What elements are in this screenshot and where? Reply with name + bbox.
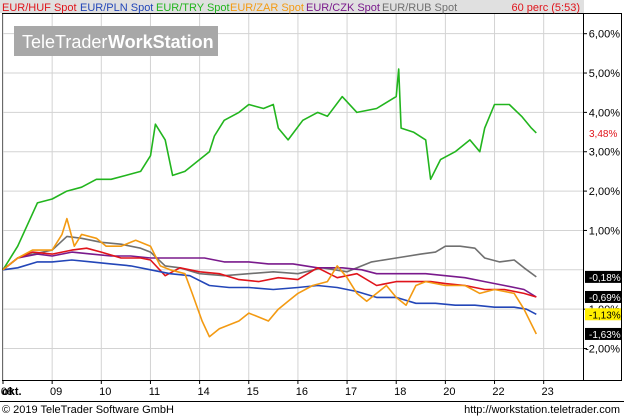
footer-url: http://workstation.teletrader.com bbox=[464, 404, 620, 416]
legend: EUR/HUF Spot EUR/PLN Spot EUR/TRY Spot EUR/… bbox=[2, 2, 457, 14]
series-line-eur-rub-spot bbox=[2, 235, 537, 278]
legend-bar bbox=[0, 0, 584, 13]
y-tick-label: 3,00% bbox=[589, 147, 620, 159]
x-tick-label: 14 bbox=[197, 386, 209, 398]
x-tick-label: 08 bbox=[1, 386, 13, 398]
watermark: TeleTrader WorkStation bbox=[14, 26, 218, 56]
x-tick-label: 23 bbox=[542, 386, 554, 398]
series-line-eur-huf-spot bbox=[2, 247, 537, 298]
legend-item: EUR/PLN Spot bbox=[80, 2, 153, 14]
y-tick-label: -2,00% bbox=[585, 344, 620, 356]
watermark-part1: TeleTrader bbox=[22, 32, 107, 52]
last-value-badge bbox=[585, 270, 621, 283]
series-line-eur-zar-spot bbox=[2, 217, 538, 338]
series-line-eur-czk-spot bbox=[2, 251, 537, 298]
y-axis: 6,00%5,00%4,00%3,00%2,00%1,00%-1,00%-2,0… bbox=[583, 29, 620, 356]
x-tick-label: 11 bbox=[149, 386, 160, 398]
last-value-badge bbox=[585, 126, 621, 139]
legend-item: EUR/TRY Spot bbox=[156, 2, 230, 14]
x-tick-label: 17 bbox=[345, 386, 357, 398]
y-tick-label: 5,00% bbox=[589, 68, 620, 80]
x-tick-label: 18 bbox=[394, 386, 406, 398]
y-tick-label: 6,00% bbox=[589, 29, 620, 41]
x-tick-label: 20 bbox=[443, 386, 455, 398]
x-tick-label: 09 bbox=[50, 386, 62, 398]
footer-copyright: © 2019 TeleTrader Software GmbH bbox=[2, 404, 174, 416]
right-axis-frame bbox=[583, 13, 622, 381]
period-label: 60 perc (5:53) bbox=[512, 2, 580, 14]
y-tick-label: 4,00% bbox=[589, 107, 620, 119]
y-tick-label: 1,00% bbox=[589, 225, 620, 237]
x-tick-label: 16 bbox=[296, 386, 308, 398]
last-value-badge bbox=[585, 290, 621, 303]
legend-item: EUR/HUF Spot bbox=[2, 2, 77, 14]
last-value-label: 3,48% bbox=[589, 129, 617, 140]
watermark-box bbox=[14, 26, 218, 56]
last-value-label: -0,18% bbox=[589, 273, 621, 284]
last-value-label: -1,13% bbox=[589, 310, 621, 321]
last-value-badges: 3,48% -0,18% -0,69% -1,13% -1,63% bbox=[585, 126, 621, 341]
legend-item: EUR/ZAR Spot bbox=[230, 2, 304, 14]
last-value-label: -1,63% bbox=[589, 330, 621, 341]
series-line-eur-pln-spot bbox=[2, 259, 537, 316]
x-tick-label: 10 bbox=[99, 386, 111, 398]
legend-item: EUR/RUB Spot bbox=[382, 2, 457, 14]
watermark-part2: WorkStation bbox=[108, 32, 214, 52]
y-tick-label: 2,00% bbox=[589, 186, 620, 198]
x-tick-label: 22 bbox=[492, 386, 504, 398]
x-axis: 08 09 10 11 14 15 16 17 18 20 22 23 bbox=[1, 380, 554, 398]
series-line-eur-try-spot bbox=[2, 68, 537, 271]
series-layer bbox=[2, 68, 538, 338]
x-tick-label: 15 bbox=[247, 386, 259, 398]
last-value-label: -0,69% bbox=[589, 293, 621, 304]
x-axis-label: okt. bbox=[2, 386, 22, 398]
last-value-badge bbox=[585, 308, 621, 321]
grid-lines bbox=[2, 14, 583, 380]
last-value-badge bbox=[585, 327, 621, 340]
legend-item: EUR/CZK Spot bbox=[306, 2, 380, 14]
